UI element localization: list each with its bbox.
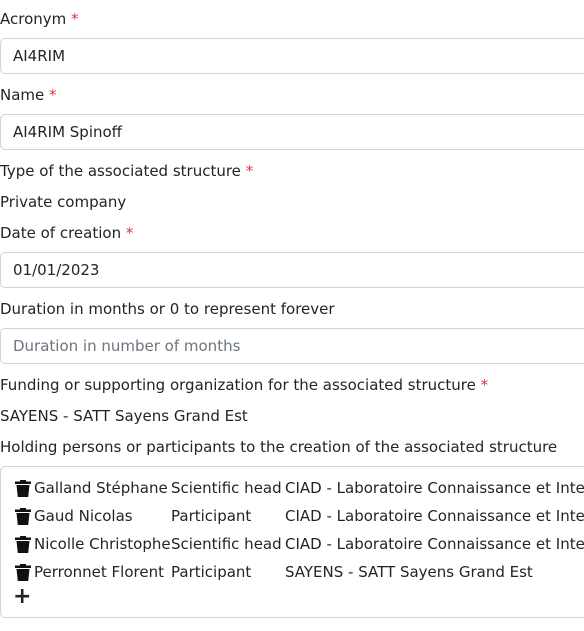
required-mark: * <box>49 86 57 104</box>
required-mark: * <box>480 376 489 394</box>
participant-name: Nicolle Christophe <box>34 535 171 553</box>
trash-icon[interactable] <box>15 560 31 584</box>
trash-icon[interactable] <box>15 532 31 556</box>
duration-label: Duration in months or 0 to represent for… <box>0 300 335 318</box>
plus-icon[interactable]: + <box>13 584 32 609</box>
participant-role: Scientific head <box>171 479 282 497</box>
participant-name: Perronnet Florent <box>34 563 164 581</box>
duration-input[interactable] <box>0 328 584 364</box>
participant-organization: SAYENS - SATT Sayens Grand Est <box>285 563 533 581</box>
participant-name: Gaud Nicolas <box>34 507 133 525</box>
funding-label: Funding or supporting organization for t… <box>0 376 489 394</box>
acronym-label: Acronym * <box>0 10 79 28</box>
type-value: Private company <box>0 193 127 211</box>
participants-table: Galland Stéphane Scientific head CIAD - … <box>0 466 584 618</box>
participant-role: Participant <box>171 507 252 525</box>
trash-icon[interactable] <box>15 504 31 528</box>
name-field[interactable]: AI4RIM Spinoff <box>0 114 584 150</box>
trash-icon[interactable] <box>15 476 31 500</box>
required-mark: * <box>245 162 254 180</box>
participant-role: Scientific head <box>171 535 282 553</box>
acronym-field[interactable]: AI4RIM <box>0 38 584 74</box>
participant-organization: CIAD - Laboratoire Connaissance et Intel… <box>285 479 584 497</box>
participant-organization: CIAD - Laboratoire Connaissance et Intel… <box>285 535 584 553</box>
name-label: Name * <box>0 86 57 104</box>
participant-organization: CIAD - Laboratoire Connaissance et Intel… <box>285 507 584 525</box>
type-label: Type of the associated structure * <box>0 162 254 180</box>
funding-value: SAYENS - SATT Sayens Grand Est <box>0 407 248 425</box>
required-mark: * <box>125 224 134 242</box>
required-mark: * <box>71 10 79 28</box>
date-field[interactable]: 01/01/2023 <box>0 252 584 288</box>
holders-label: Holding persons or participants to the c… <box>0 438 558 456</box>
participant-role: Participant <box>171 563 252 581</box>
participant-name: Galland Stéphane <box>34 479 168 497</box>
date-label: Date of creation * <box>0 224 134 242</box>
